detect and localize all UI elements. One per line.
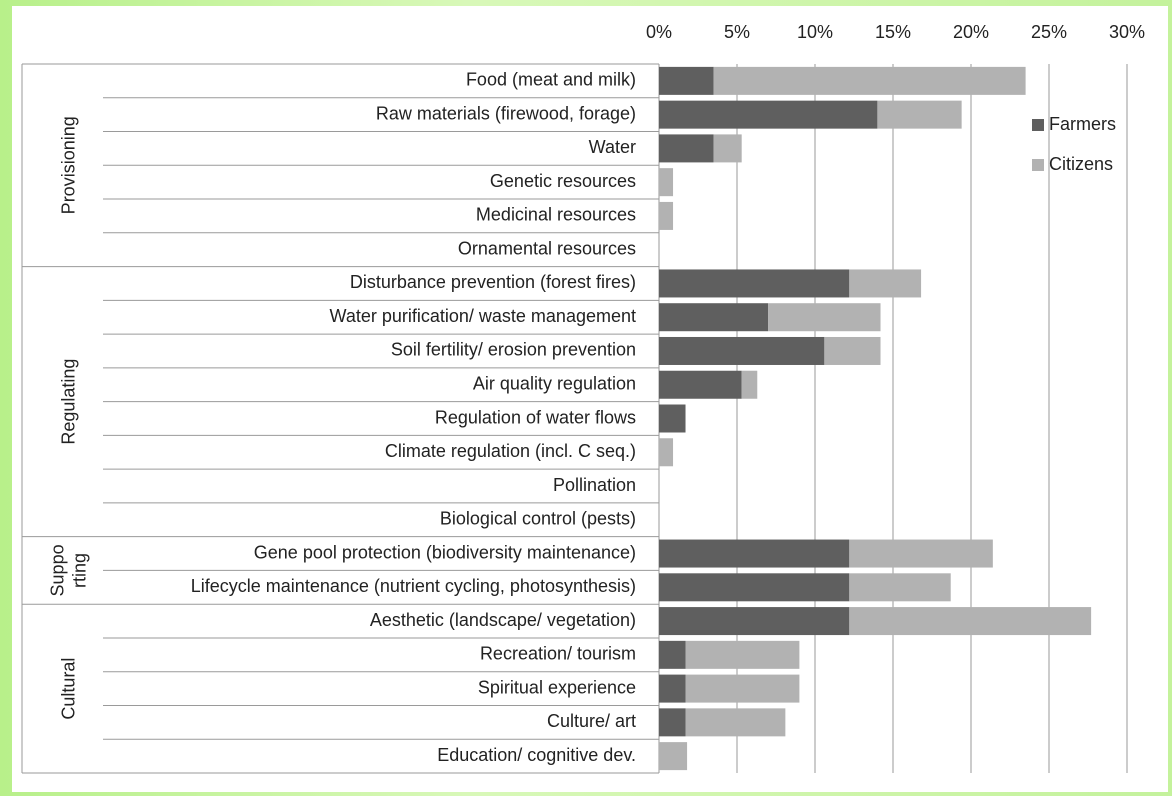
x-tick-label: 5% bbox=[724, 22, 750, 42]
category-label: Water purification/ waste management bbox=[330, 306, 636, 326]
bar bbox=[713, 66, 1026, 95]
bar bbox=[685, 640, 800, 669]
bar bbox=[849, 607, 1092, 636]
bar bbox=[685, 708, 786, 737]
bar bbox=[659, 607, 850, 636]
category-label: Spiritual experience bbox=[478, 677, 636, 697]
group-label: Regulating bbox=[59, 359, 79, 445]
x-tick-label: 10% bbox=[797, 22, 833, 42]
bar bbox=[659, 370, 742, 399]
x-tick-label: 25% bbox=[1031, 22, 1067, 42]
group-label: Provisioning bbox=[59, 116, 79, 214]
bar bbox=[659, 66, 714, 95]
bar bbox=[849, 269, 922, 298]
category-label: Soil fertility/ erosion prevention bbox=[391, 340, 636, 360]
bar bbox=[849, 573, 951, 602]
category-label: Food (meat and milk) bbox=[466, 70, 636, 90]
category-label: Medicinal resources bbox=[476, 205, 636, 225]
bar bbox=[713, 134, 742, 163]
category-label: Climate regulation (incl. C seq.) bbox=[385, 441, 636, 461]
bar bbox=[659, 742, 688, 771]
category-label: Lifecycle maintenance (nutrient cycling,… bbox=[191, 576, 636, 596]
bar bbox=[659, 269, 850, 298]
bar bbox=[685, 674, 800, 703]
bar bbox=[659, 708, 686, 737]
category-label: Air quality regulation bbox=[473, 373, 636, 393]
legend-swatch bbox=[1032, 159, 1044, 171]
category-label: Culture/ art bbox=[547, 711, 636, 731]
category-label: Pollination bbox=[553, 475, 636, 495]
bar bbox=[877, 100, 962, 129]
bar bbox=[659, 404, 686, 433]
bar bbox=[659, 539, 850, 568]
bar bbox=[659, 168, 674, 197]
bar bbox=[659, 438, 674, 467]
category-label: Education/ cognitive dev. bbox=[437, 745, 636, 765]
legend-swatch bbox=[1032, 119, 1044, 131]
bar bbox=[659, 100, 878, 129]
category-label: Biological control (pests) bbox=[440, 509, 636, 529]
x-tick-label: 15% bbox=[875, 22, 911, 42]
legend-label: Citizens bbox=[1049, 154, 1113, 174]
category-label: Disturbance prevention (forest fires) bbox=[350, 272, 636, 292]
x-tick-label: 20% bbox=[953, 22, 989, 42]
bar bbox=[659, 336, 825, 365]
bar bbox=[824, 336, 881, 365]
chart-frame bbox=[12, 6, 1168, 792]
bar bbox=[849, 539, 993, 568]
category-label: Regulation of water flows bbox=[435, 407, 636, 427]
group-label: Cultural bbox=[59, 658, 79, 720]
bar bbox=[659, 201, 674, 230]
group-label: Suppo bbox=[48, 544, 68, 596]
category-label: Raw materials (firewood, forage) bbox=[376, 103, 636, 123]
category-label: Ornamental resources bbox=[458, 238, 636, 258]
legend-label: Farmers bbox=[1049, 114, 1116, 134]
category-label: Recreation/ tourism bbox=[480, 644, 636, 664]
bar bbox=[659, 134, 714, 163]
bar bbox=[659, 640, 686, 669]
bar bbox=[659, 303, 769, 332]
x-tick-label: 30% bbox=[1109, 22, 1145, 42]
category-label: Aesthetic (landscape/ vegetation) bbox=[370, 610, 636, 630]
x-tick-label: 0% bbox=[646, 22, 672, 42]
category-label: Water bbox=[589, 137, 636, 157]
bar bbox=[768, 303, 881, 332]
category-label: Gene pool protection (biodiversity maint… bbox=[254, 542, 636, 562]
bar bbox=[659, 573, 850, 602]
category-label: Genetic resources bbox=[490, 171, 636, 191]
bar bbox=[659, 674, 686, 703]
bar bbox=[741, 370, 758, 399]
group-label: rting bbox=[70, 553, 90, 588]
